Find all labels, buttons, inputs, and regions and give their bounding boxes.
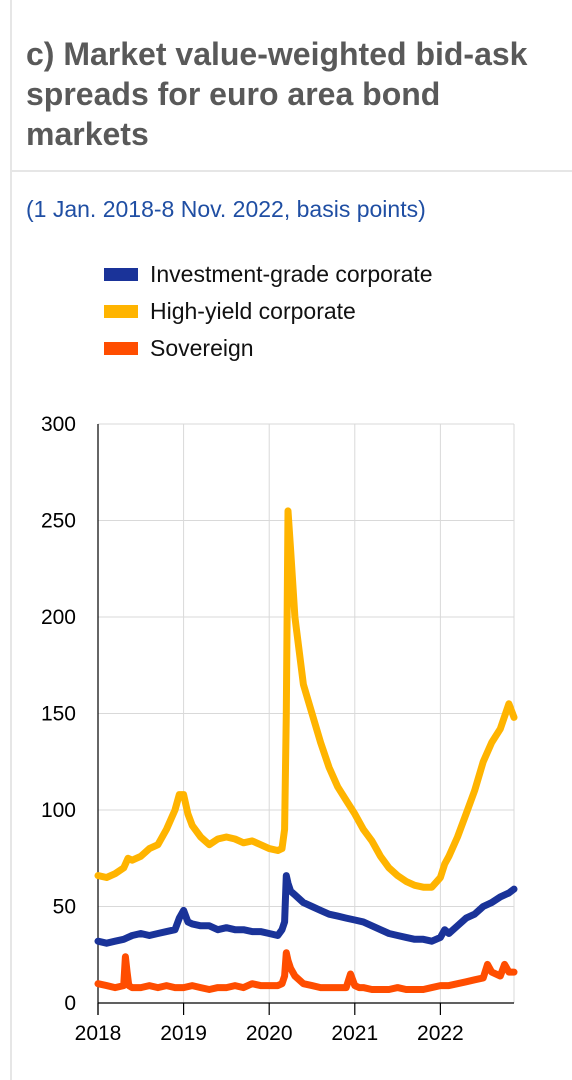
- legend-swatch-investment-grade: [104, 268, 138, 281]
- x-tick-label: 2018: [75, 1022, 122, 1045]
- y-tick-label: 100: [41, 799, 76, 822]
- y-tick-label: 150: [41, 703, 76, 726]
- y-tick-label: 0: [64, 992, 76, 1015]
- legend-swatch-sovereign: [104, 342, 138, 355]
- y-tick-label: 300: [41, 413, 76, 436]
- legend-label-sovereign: Sovereign: [150, 335, 254, 361]
- x-tick-label: 2019: [160, 1022, 207, 1045]
- y-tick-label: 200: [41, 606, 76, 629]
- legend-label-investment-grade: Investment-grade corporate: [150, 261, 433, 287]
- y-tick-label: 250: [41, 510, 76, 533]
- legend-item-investment-grade: Investment-grade corporate: [104, 256, 433, 293]
- x-tick-label: 2021: [331, 1022, 378, 1045]
- legend: Investment-grade corporate High-yield co…: [104, 256, 433, 367]
- legend-item-high-yield: High-yield corporate: [104, 293, 433, 330]
- sovereign-line: [94, 949, 518, 993]
- x-tick-label: 2022: [417, 1022, 464, 1045]
- legend-label-high-yield: High-yield corporate: [150, 298, 356, 324]
- x-tick-label: 2020: [246, 1022, 293, 1045]
- investment-grade-line: [94, 872, 518, 947]
- legend-swatch-high-yield: [104, 305, 138, 318]
- high-yield-line: [94, 507, 518, 891]
- y-tick-label: 50: [53, 896, 76, 919]
- left-rule: [10, 0, 12, 1080]
- chart-subtitle: (1 Jan. 2018-8 Nov. 2022, basis points): [26, 196, 426, 222]
- chart-title: c) Market value-weighted bid-ask spreads…: [26, 36, 528, 152]
- title-divider: [12, 170, 572, 172]
- legend-item-sovereign: Sovereign: [104, 330, 433, 367]
